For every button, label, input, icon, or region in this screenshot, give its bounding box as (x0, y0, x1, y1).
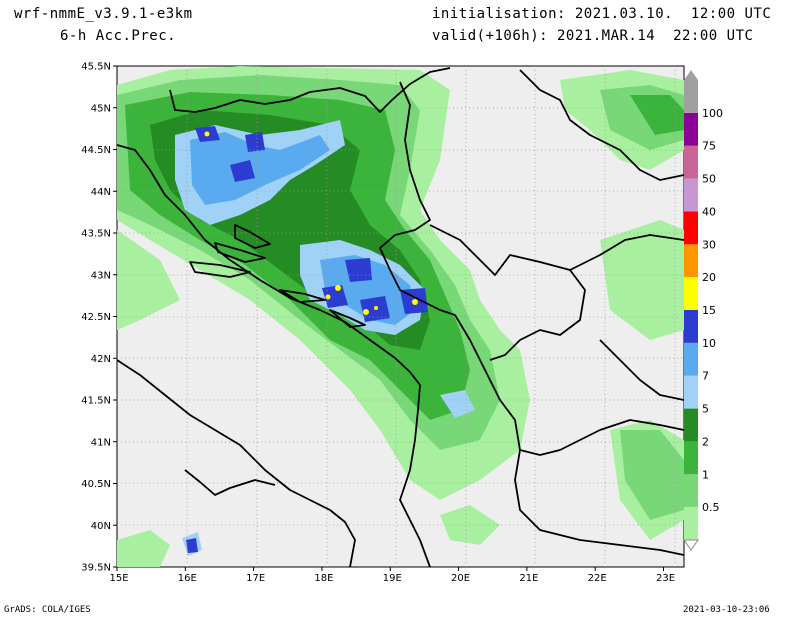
colorbar-swatch (684, 244, 698, 278)
footer-timestamp: 2021-03-10-23:06 (683, 605, 770, 615)
coastlines (117, 67, 684, 567)
lat-tick-label: 43.5N (81, 229, 111, 240)
colorbar-swatch (684, 178, 698, 212)
lat-tick-label: 41N (91, 437, 111, 448)
colorbar-swatch (684, 507, 698, 540)
colorbar-label: 20 (702, 271, 716, 284)
colorbar-swatch (684, 474, 698, 508)
graticule (117, 66, 684, 567)
lon-tick-label: 16E (178, 573, 197, 584)
lat-tick-label: 42N (91, 354, 111, 365)
colorbar-swatch (684, 80, 698, 113)
lat-tick-label: 43N (91, 270, 111, 281)
valid-time: valid(+106h): 2021.MAR.14 22:00 UTC (432, 28, 754, 44)
lat-tick-label: 40N (91, 521, 111, 532)
model-title: wrf-nmmE_v3.9.1-e3km (14, 6, 193, 22)
longitude-ticks: 15E 16E 17E 18E 19E 20E 21E 22E 23E (109, 567, 675, 584)
colorbar-label: 100 (702, 107, 723, 120)
colorbar-swatch (684, 342, 698, 376)
colorbar-top-arrow (684, 70, 698, 80)
init-time: initialisation: 2021.03.10. 12:00 UTC (432, 6, 772, 22)
colorbar-swatch (684, 112, 698, 146)
colorbar-bottom-arrow (683, 539, 699, 551)
lon-tick-label: 17E (246, 573, 265, 584)
colorbar: 0.5 1 2 5 7 10 15 20 30 40 50 75 100 (683, 70, 723, 551)
colorbar-swatch (684, 211, 698, 245)
colorbar-label: 15 (702, 304, 716, 317)
colorbar-label: 40 (702, 205, 716, 218)
lat-tick-label: 45N (91, 103, 111, 114)
precip-field (117, 66, 684, 567)
lon-tick-label: 21E (519, 573, 538, 584)
lon-tick-label: 18E (314, 573, 333, 584)
colorbar-swatch (684, 408, 698, 442)
colorbar-label: 7 (702, 370, 709, 383)
lon-tick-label: 22E (588, 573, 607, 584)
colorbar-swatch (684, 145, 698, 179)
colorbar-swatch (684, 375, 698, 409)
lon-tick-label: 23E (656, 573, 675, 584)
colorbar-label: 10 (702, 337, 716, 350)
lat-tick-label: 41.5N (81, 396, 111, 407)
colorbar-label: 5 (702, 403, 709, 416)
colorbar-label: 50 (702, 173, 716, 186)
lon-tick-label: 15E (109, 573, 128, 584)
colorbar-label: 1 (702, 468, 709, 481)
colorbar-label: 75 (702, 140, 716, 153)
colorbar-label: 0.5 (702, 501, 720, 514)
lon-tick-label: 19E (383, 573, 402, 584)
lat-tick-label: 45.5N (81, 62, 111, 73)
colorbar-label: 2 (702, 435, 709, 448)
colorbar-swatch (684, 277, 698, 310)
precip-area-20 (204, 131, 210, 137)
lat-tick-label: 44N (91, 187, 111, 198)
lat-tick-label: 40.5N (81, 479, 111, 490)
lat-tick-label: 39.5N (81, 563, 111, 574)
latitude-ticks: 45.5N 45N 44.5N 44N 43.5N 43N 42.5N 42N 41.5N 41N… (81, 62, 117, 574)
product-title: 6-h Acc.Prec. (60, 28, 177, 44)
lat-tick-label: 44.5N (81, 145, 111, 156)
lon-tick-label: 20E (451, 573, 470, 584)
colorbar-swatch (684, 441, 698, 475)
footer-credit: GrADS: COLA/IGES (4, 605, 91, 615)
lat-tick-label: 42.5N (81, 312, 111, 323)
colorbar-swatch (684, 310, 698, 343)
colorbar-label: 30 (702, 238, 716, 251)
